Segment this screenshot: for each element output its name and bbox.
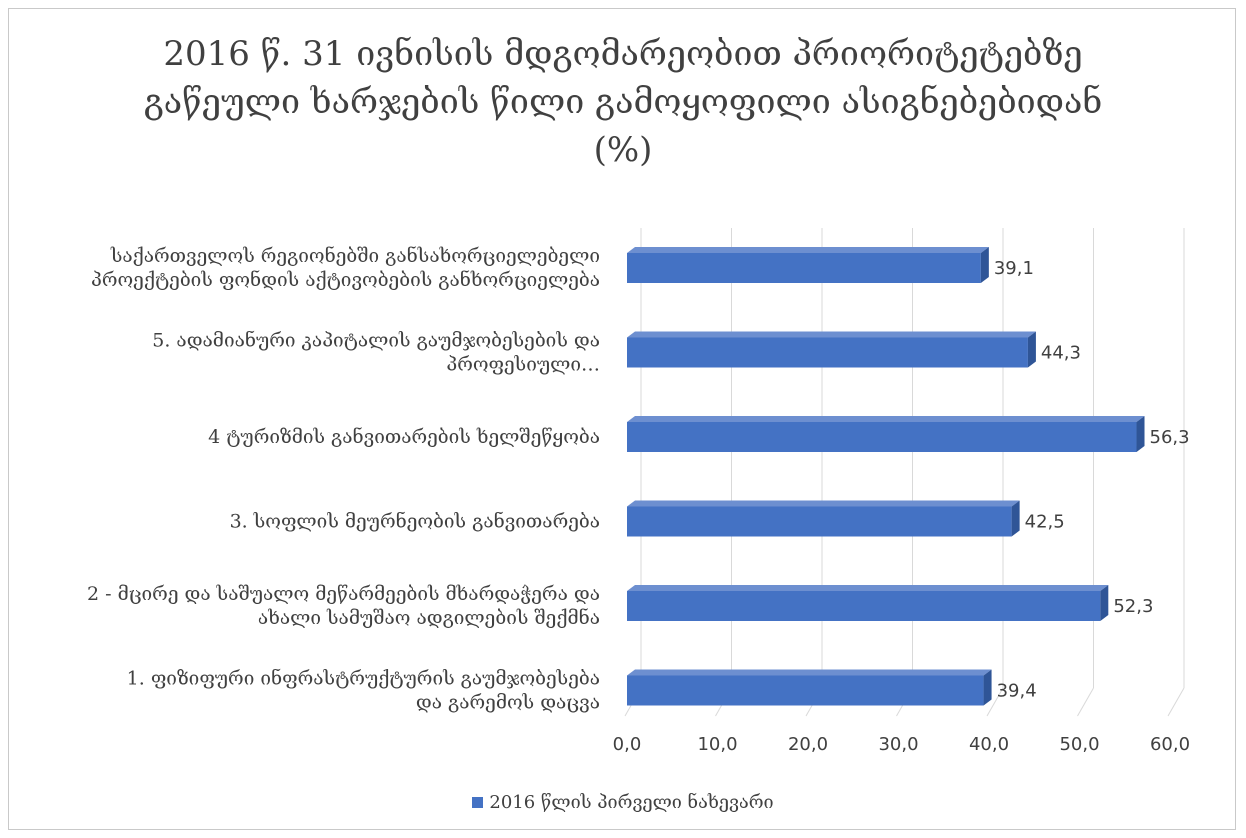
chart-title-line: 2016 წ. 31 ივნისის მდგომარეობით პრიორიტე… bbox=[163, 34, 1083, 74]
legend: 2016 წლის პირველი ნახევარი bbox=[0, 792, 1246, 813]
data-label: 39,4 bbox=[997, 681, 1037, 702]
bar bbox=[627, 585, 1109, 621]
x-tick-label: 40,0 bbox=[969, 734, 1009, 755]
gridline-floor bbox=[1077, 687, 1094, 717]
chart-title-line: (%) bbox=[593, 130, 653, 170]
chart-title: 2016 წ. 31 ივნისის მდგომარეობით პრიორიტე… bbox=[0, 30, 1246, 174]
data-label: 42,5 bbox=[1025, 512, 1065, 533]
bar-top-face bbox=[627, 669, 992, 676]
bar-end-face bbox=[983, 669, 992, 706]
gridline-floor bbox=[1167, 687, 1185, 717]
category-label: 1. ფიზიფური ინფრასტრუქტურის გაუმჯობესება bbox=[127, 668, 600, 690]
bar-top-face bbox=[627, 331, 1036, 338]
bar-front-face bbox=[627, 253, 981, 283]
bar-front-face bbox=[627, 422, 1137, 452]
category-label: 3. სოფლის მეურნეობის განვითარება bbox=[230, 511, 600, 533]
data-label: 39,1 bbox=[994, 258, 1034, 279]
bar-front-face bbox=[627, 337, 1028, 368]
category-label: პროფესიული… bbox=[446, 354, 600, 376]
category-label: ახალი სამუშაო ადგილების შექმნა bbox=[258, 607, 600, 629]
bar bbox=[627, 500, 1020, 537]
bar-end-face bbox=[1027, 331, 1036, 368]
bar-front-face bbox=[627, 675, 984, 706]
data-label: 44,3 bbox=[1041, 343, 1081, 364]
bar-end-face bbox=[1136, 416, 1145, 452]
bar bbox=[627, 669, 992, 706]
bar-end-face bbox=[1011, 500, 1020, 537]
x-tick-label: 0,0 bbox=[613, 734, 642, 755]
bar-end-face bbox=[980, 247, 989, 283]
category-label: 2 - მცირე და საშუალო მეწარმეების მხარდაჭ… bbox=[87, 583, 600, 605]
category-label: პროექტების ფონდის აქტივობების განხორციელ… bbox=[91, 269, 600, 291]
data-label: 52,3 bbox=[1113, 596, 1153, 617]
bar-top-face bbox=[627, 500, 1020, 507]
legend-swatch bbox=[472, 797, 484, 808]
bar bbox=[627, 247, 989, 283]
x-tick-label: 10,0 bbox=[697, 734, 737, 755]
chart-title-line: გაწეული ხარჯების წილი გამოყოფილი ასიგნებ… bbox=[143, 82, 1103, 122]
x-tick-label: 50,0 bbox=[1059, 734, 1099, 755]
category-label: 4 ტურიზმის განვითარების ხელშეწყობა bbox=[208, 426, 600, 448]
bar bbox=[627, 331, 1036, 368]
x-tick-label: 60,0 bbox=[1150, 734, 1190, 755]
x-tick-label: 30,0 bbox=[878, 734, 918, 755]
x-tick-label: 20,0 bbox=[788, 734, 828, 755]
bar-end-face bbox=[1100, 585, 1109, 621]
bar bbox=[627, 416, 1145, 452]
category-label: 5. ადამიანური კაპიტალის გაუმჯობესების და bbox=[152, 330, 600, 352]
data-label: 56,3 bbox=[1150, 427, 1190, 448]
bar-top-face bbox=[627, 247, 989, 253]
bar-top-face bbox=[627, 585, 1109, 591]
bar-front-face bbox=[627, 506, 1012, 537]
category-label: საქართველოს რეგიონებში განსახორციელებელი bbox=[110, 245, 600, 267]
legend-label: 2016 წლის პირველი ნახევარი bbox=[489, 792, 774, 813]
bar-top-face bbox=[627, 416, 1145, 422]
category-label: და გარემოს დაცვა bbox=[416, 692, 600, 714]
gridline-floor bbox=[986, 687, 1004, 717]
bar-front-face bbox=[627, 591, 1101, 621]
